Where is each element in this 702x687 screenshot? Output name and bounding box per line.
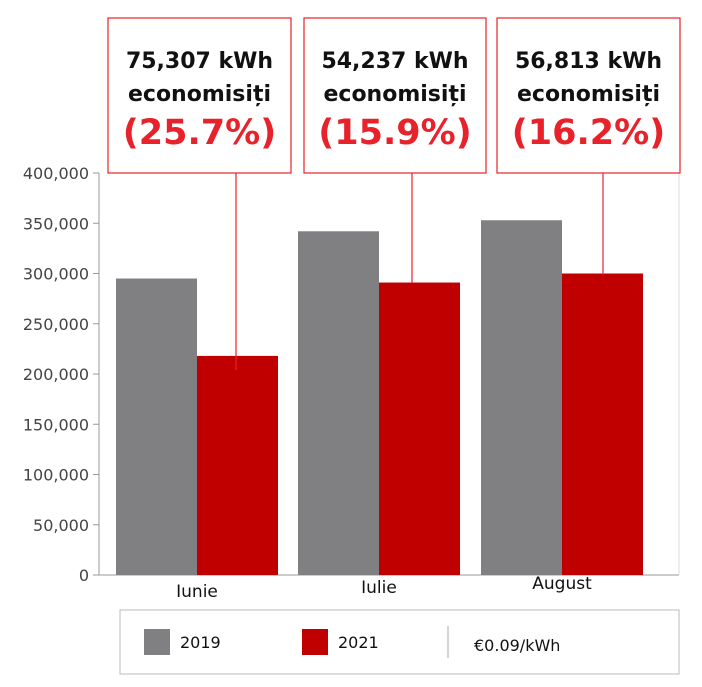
annotation-box <box>303 17 487 174</box>
category-label-iunie: Iunie <box>176 582 218 602</box>
y-tick-label: 350,000 <box>23 214 89 233</box>
legend-label: 2021 <box>338 633 379 652</box>
annotation-percent: (15.9%) <box>318 113 471 153</box>
y-tick-label: 50,000 <box>33 516 89 535</box>
legend-label: 2019 <box>180 633 221 652</box>
annotation-iunie: 75,307 kWh economisiți (25.7%) <box>107 17 292 370</box>
annotations-group: 75,307 kWh economisiți (25.7%) 54,237 kWh ec… <box>107 17 681 370</box>
annotation-percent: (16.2%) <box>512 113 665 153</box>
category-labels: Iunie Iulie August <box>176 574 592 602</box>
annotation-saved: economisiți <box>128 82 271 107</box>
y-tick-label: 100,000 <box>23 466 89 485</box>
y-tick-label: 0 <box>79 566 89 585</box>
category-label-august: August <box>532 574 592 594</box>
legend-item-2021: 2021 <box>302 629 379 655</box>
annotation-saved: economisiți <box>323 82 466 107</box>
legend-swatch <box>302 629 328 655</box>
legend-swatch <box>144 629 170 655</box>
bar-2019-august <box>481 220 562 576</box>
legend: 2019 2021 €0.09/kWh <box>119 609 680 675</box>
bar-2019-iulie <box>298 231 379 576</box>
y-tick-label: 250,000 <box>23 315 89 334</box>
y-tick-label: 150,000 <box>23 415 89 434</box>
bar-2021-iulie <box>379 282 460 575</box>
annotation-kwh: 56,813 kWh <box>515 49 662 74</box>
bar-2021-august <box>562 273 643 575</box>
annotation-saved: economisiți <box>517 82 660 107</box>
bars-group <box>116 220 643 576</box>
legend-box <box>119 609 680 675</box>
annotation-iulie: 54,237 kWh economisiți (15.9%) <box>303 17 487 283</box>
bar-2019-iunie <box>116 278 197 575</box>
category-label-iulie: Iulie <box>361 578 397 598</box>
annotation-august: 56,813 kWh economisiți (16.2%) <box>496 17 681 275</box>
y-tick-label: 400,000 <box>23 164 89 183</box>
legend-item-2019: 2019 <box>144 629 221 655</box>
annotation-kwh: 75,307 kWh <box>126 49 273 74</box>
annotation-box <box>107 17 292 174</box>
annotation-box <box>496 17 681 174</box>
annotation-percent: (25.7%) <box>123 113 276 153</box>
bar-2021-iunie <box>197 355 278 575</box>
y-axis-ticks: 0 50,000 100,000 150,000 200,000 250,000 300,0… <box>23 164 99 585</box>
y-tick-label: 200,000 <box>23 365 89 384</box>
annotation-kwh: 54,237 kWh <box>321 49 468 74</box>
y-tick-label: 300,000 <box>23 265 89 284</box>
price-note: €0.09/kWh <box>474 636 560 655</box>
